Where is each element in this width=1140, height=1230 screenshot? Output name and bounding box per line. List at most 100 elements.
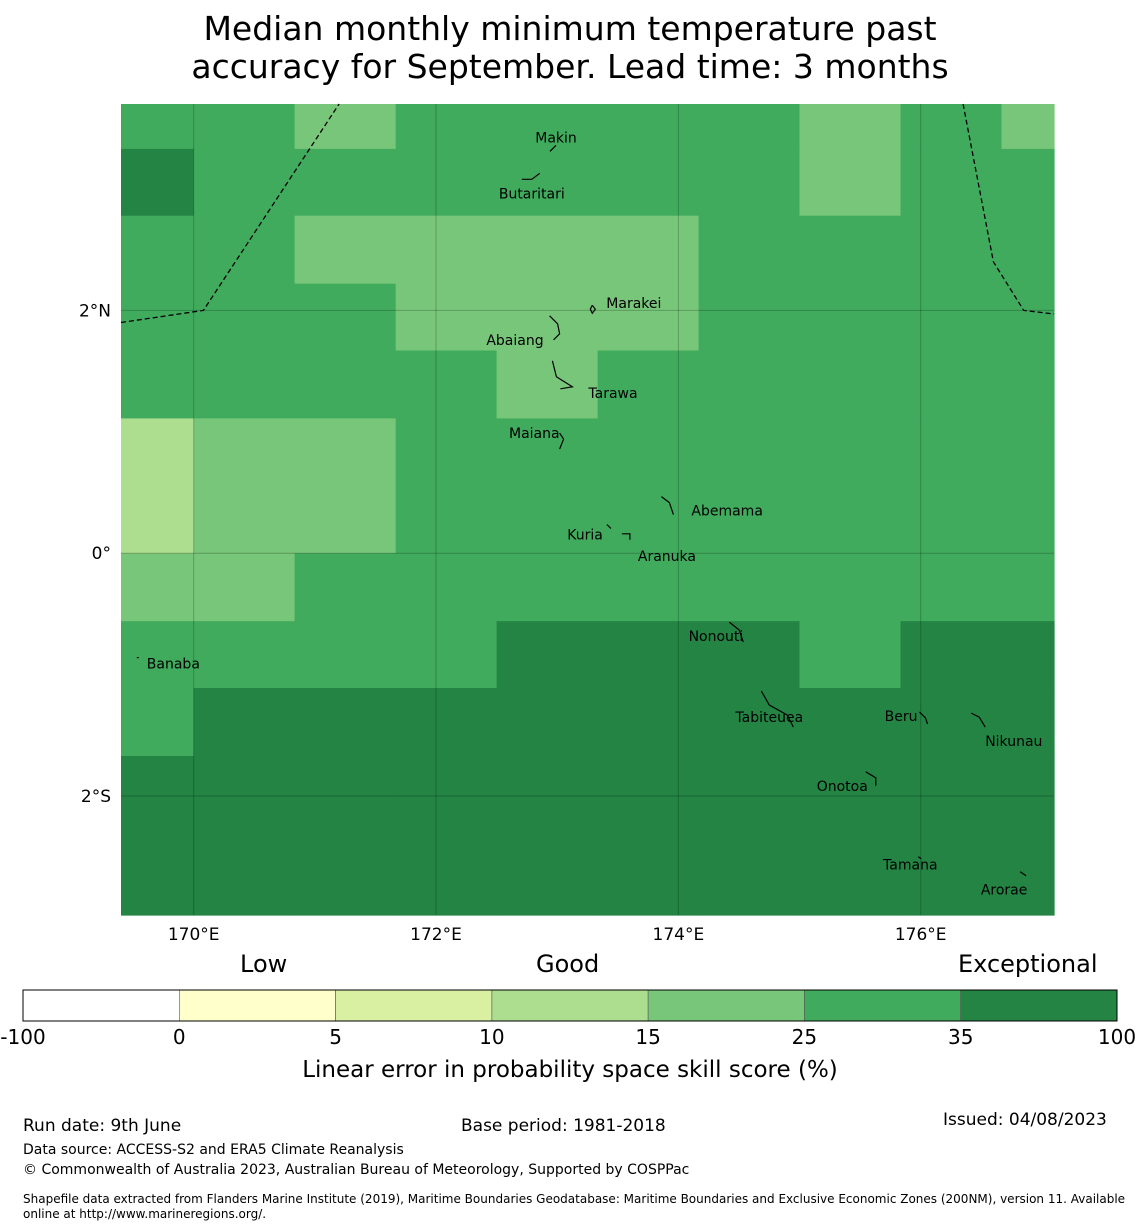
island-outline <box>919 711 929 725</box>
skill-cell <box>799 553 901 622</box>
skill-cell <box>395 621 498 689</box>
skill-cell <box>900 553 1003 622</box>
island-label: Beru <box>885 709 918 725</box>
skill-cell <box>496 756 599 916</box>
skill-cell <box>597 418 700 554</box>
skill-cell <box>294 350 397 420</box>
skill-cell <box>799 688 901 757</box>
skill-cell <box>799 756 901 916</box>
colorbar-class <box>491 989 649 1022</box>
colorbar-tick-label: 100 <box>1098 1025 1136 1049</box>
run-date: Run date: 9th June <box>23 1116 182 1136</box>
skill-cell <box>597 688 700 757</box>
island-label: Banaba <box>147 657 200 673</box>
skill-cell <box>597 350 700 420</box>
islands: Makin Butaritari Marakei Abaiang Tarawa Maian… <box>136 130 1042 899</box>
skill-cell <box>193 418 296 554</box>
shapefile-credit: Shapefile data extracted from Flanders M… <box>23 1192 1126 1221</box>
graticule <box>121 104 1054 915</box>
island-outline <box>728 621 744 643</box>
skill-cell <box>900 104 1003 150</box>
map-title: Median monthly minimum temperature past … <box>0 10 1140 86</box>
lat-tick-label: 2°S <box>81 787 111 807</box>
skill-cell <box>799 148 901 217</box>
lon-tick-label: 176°E <box>895 925 947 945</box>
skill-cell <box>395 756 498 916</box>
issued-date: Issued: 04/08/2023 <box>943 1110 1107 1130</box>
island-label: Butaritari <box>499 186 565 202</box>
skill-cell <box>294 621 397 689</box>
island-outline <box>917 856 922 860</box>
skill-cell <box>698 553 801 622</box>
skill-cell <box>597 104 700 150</box>
skill-cell <box>496 418 599 554</box>
colorbar-tick-label: 10 <box>479 1025 504 1049</box>
island-outline <box>549 144 557 152</box>
skill-cell <box>193 688 296 757</box>
skill-cell <box>294 283 397 352</box>
island-outline <box>760 690 794 728</box>
skill-cell <box>799 104 901 150</box>
island-label: Makin <box>535 130 577 146</box>
skill-cell <box>121 215 195 285</box>
map-axes: 170°E 172°E 174°E 176°E 2°N 0° 2°S <box>79 301 947 945</box>
island-outline <box>970 712 986 728</box>
island-outline <box>549 315 561 341</box>
skill-cell <box>193 215 296 285</box>
colorbar-class <box>335 989 493 1022</box>
skill-cell <box>1001 148 1055 217</box>
colorbar-tick-label: 35 <box>948 1025 973 1049</box>
skill-cell <box>121 283 195 352</box>
skill-cell <box>395 148 498 217</box>
skill-grid <box>121 104 1055 916</box>
skill-cell <box>799 621 901 689</box>
skill-cell <box>294 215 397 285</box>
skill-cell <box>597 283 700 352</box>
skill-cell <box>698 104 801 150</box>
colorbar-class <box>179 989 336 1022</box>
skill-cell <box>395 215 498 285</box>
skill-cell <box>121 688 195 757</box>
island-label: Abaiang <box>486 333 543 349</box>
data-source: Data source: ACCESS-S2 and ERA5 Climate … <box>23 1142 404 1158</box>
colorbar-frame <box>22 989 1118 1022</box>
skill-cell <box>121 418 195 554</box>
skill-cell <box>900 756 1003 916</box>
base-period: Base period: 1981-2018 <box>461 1116 666 1136</box>
island-label: Tabiteuea <box>734 710 803 726</box>
skill-cell <box>496 104 599 150</box>
skill-cell <box>121 553 195 622</box>
skill-cell <box>698 688 801 757</box>
lon-tick-label: 170°E <box>168 925 220 945</box>
skill-cell <box>294 756 397 916</box>
skill-cell <box>294 148 397 217</box>
skill-cell <box>121 756 195 916</box>
island-label: Kuria <box>567 528 603 544</box>
skill-cell <box>1001 104 1055 150</box>
colorbar: -100 0 5 10 15 25 35 100 Linear error in probabi… <box>0 989 1136 1083</box>
colorbar-tick-label: 0 <box>173 1025 186 1049</box>
skill-cell <box>294 418 397 554</box>
island-label: Onotoa <box>817 779 868 795</box>
skill-cell <box>121 621 195 689</box>
skill-cell <box>1001 283 1055 352</box>
skill-cell <box>698 350 801 420</box>
skill-cell <box>1001 553 1055 622</box>
skill-cell <box>496 215 599 285</box>
skill-cell <box>395 350 498 420</box>
skill-cell <box>1001 756 1055 916</box>
skill-cell <box>395 283 498 352</box>
skill-cell <box>900 621 1003 689</box>
skill-cell <box>698 418 801 554</box>
copyright: © Commonwealth of Australia 2023, Austra… <box>23 1162 690 1178</box>
skill-cell <box>900 350 1003 420</box>
skill-cell <box>597 756 700 916</box>
island-outline <box>621 533 631 540</box>
island-label: Tarawa <box>587 386 637 402</box>
skill-cell <box>121 104 195 150</box>
skill-cell <box>193 104 296 150</box>
colorbar-class <box>804 989 962 1022</box>
skill-cell <box>193 350 296 420</box>
colorbar-tick-label: -100 <box>0 1025 45 1049</box>
island-outline <box>865 771 877 786</box>
